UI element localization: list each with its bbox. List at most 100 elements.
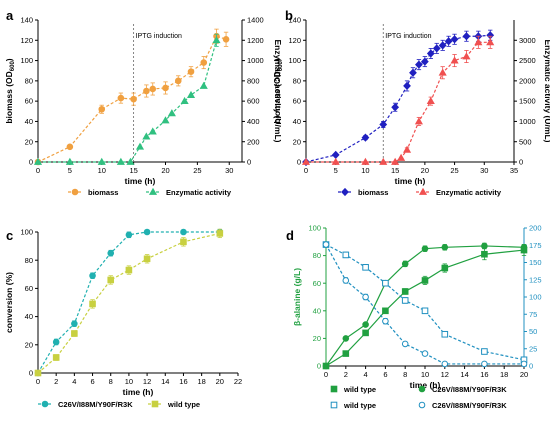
x-tick-label: 14	[460, 370, 468, 379]
data-point	[212, 36, 221, 44]
x-tick-label: 25	[450, 166, 458, 175]
x-axis-label: time (h)	[123, 387, 154, 397]
y-tick-label-right: 0	[519, 158, 523, 167]
series-1	[322, 242, 528, 370]
y-tick-label: 80	[293, 76, 301, 85]
x-tick-label: 10	[98, 166, 106, 175]
data-point	[441, 330, 449, 338]
data-point	[401, 297, 409, 304]
y-tick-label: 60	[293, 97, 301, 106]
y-axis-label: biomass (OD600)	[272, 58, 284, 123]
x-tick-label: 16	[179, 377, 187, 386]
y-tick-label-right: 175	[529, 241, 542, 250]
panel-letter: c	[6, 228, 13, 243]
y-tick-label: 120	[288, 36, 301, 45]
x-axis-label: time (h)	[395, 176, 426, 186]
series-0	[322, 244, 528, 370]
panel-b: b0 5 10 15 20 25 30 350204060801001201400500100…	[272, 8, 550, 197]
y-tick-label-right: 1500	[519, 97, 536, 106]
data-point	[89, 272, 96, 280]
x-tick-label: 2	[54, 377, 58, 386]
y-tick-label: 40	[25, 312, 33, 321]
data-point	[450, 35, 459, 44]
data-point	[116, 157, 125, 165]
data-point	[462, 52, 471, 60]
y-tick-label-right: 25	[529, 344, 537, 353]
data-point	[143, 87, 150, 95]
data-point	[342, 277, 350, 284]
y-tick-label: 20	[25, 340, 33, 349]
data-point	[98, 105, 106, 113]
data-point	[520, 360, 528, 368]
data-point	[362, 321, 369, 328]
y-tick-label-right: 800	[247, 76, 260, 85]
y-axis-label: β-alanine (g/L)	[292, 268, 302, 326]
data-point	[362, 293, 369, 301]
y-axis-label: biomass (OD600)	[4, 58, 16, 123]
series-1	[33, 33, 221, 165]
legend-label: C26V/I88M/Y90F/R3K	[432, 385, 507, 394]
y-tick-label-right: 600	[247, 97, 260, 106]
legend-label: C26V/I88M/Y90F/R3K	[58, 400, 133, 409]
series-1	[301, 35, 495, 165]
y-tick-label: 0	[29, 369, 33, 378]
data-point	[421, 277, 429, 284]
x-tick-label: 18	[197, 377, 205, 386]
data-point	[481, 360, 488, 368]
legend-label: Enzymatic activity	[436, 188, 502, 197]
x-tick-label: 10	[361, 166, 369, 175]
series-0	[34, 228, 224, 377]
y-tick-label-right: 1400	[247, 16, 264, 25]
y-tick-label-right: 0	[247, 158, 251, 167]
data-point	[162, 84, 169, 92]
series-line	[38, 40, 218, 163]
data-point	[135, 142, 145, 150]
y-tick-label-right: 75	[529, 310, 537, 319]
data-point	[391, 157, 400, 165]
data-point	[117, 94, 125, 102]
data-point	[71, 330, 78, 337]
data-point	[52, 354, 60, 361]
data-point	[107, 249, 115, 257]
data-point	[161, 116, 170, 124]
legend-swatch-marker	[418, 187, 428, 195]
data-point	[342, 350, 350, 357]
x-tick-label: 2	[344, 370, 348, 379]
data-point	[421, 350, 429, 357]
data-point	[420, 57, 429, 66]
y-tick-label: 100	[308, 224, 321, 233]
y-axis-label-subscript: 600	[278, 61, 284, 72]
y-tick-label-right: 3000	[519, 36, 536, 45]
x-tick-label: 30	[480, 166, 488, 175]
data-point	[450, 56, 459, 64]
data-point	[186, 90, 196, 98]
y-tick-label-right: 400	[247, 117, 260, 126]
data-point	[222, 35, 230, 43]
iptg-annotation: IPTG induction	[385, 33, 431, 40]
series-line	[37, 232, 220, 374]
legend-swatch-marker	[41, 400, 49, 408]
data-point	[444, 37, 453, 46]
y-axis-label-right: Enzymatic activity (U/mL)	[543, 40, 550, 143]
panel-letter: a	[6, 8, 14, 23]
legend-swatch-marker	[330, 385, 338, 393]
x-axis-label: time (h)	[125, 176, 156, 186]
x-tick-label: 15	[129, 166, 137, 175]
y-tick-label-right: 50	[529, 327, 537, 336]
y-tick-label-right: 100	[529, 293, 542, 302]
y-tick-label: 140	[20, 16, 33, 25]
data-point	[486, 38, 495, 46]
data-point	[361, 133, 370, 142]
y-tick-label: 80	[25, 76, 33, 85]
legend-swatch-marker	[341, 187, 349, 197]
y-tick-label-right: 200	[247, 137, 260, 146]
x-tick-label: 25	[193, 166, 201, 175]
iptg-annotation: IPTG induction	[136, 33, 182, 40]
x-tick-label: 5	[68, 166, 72, 175]
legend-swatch-marker	[330, 401, 338, 409]
legend-swatch-marker	[418, 401, 426, 409]
x-tick-label: 18	[500, 370, 508, 379]
data-point	[301, 157, 311, 165]
data-point	[421, 245, 429, 252]
